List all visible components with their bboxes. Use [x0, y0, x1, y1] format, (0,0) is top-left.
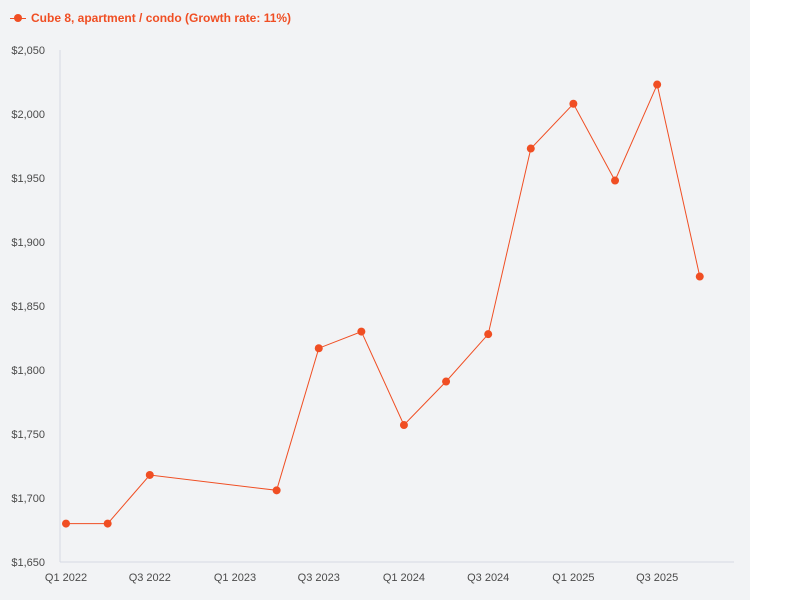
y-tick-label: $1,650: [11, 557, 45, 569]
chart-panel: $1,650 $1,700 $1,750 $1,800 $1,850 $1,900 $1,9…: [0, 0, 750, 600]
data-point[interactable]: [62, 519, 70, 528]
data-point[interactable]: [695, 272, 704, 281]
x-tick-label: Q1 2023: [214, 572, 256, 584]
x-tick-label: Q3 2023: [298, 572, 340, 584]
data-point[interactable]: [399, 421, 408, 430]
y-tick-label: $2,050: [11, 45, 45, 57]
data-point[interactable]: [653, 80, 662, 89]
line-chart: $1,650 $1,700 $1,750 $1,800 $1,850 $1,900 $1,9…: [11, 45, 734, 584]
y-tick-label: $1,850: [11, 301, 45, 313]
line-dot-marker-icon: [10, 13, 26, 23]
y-tick-label: $1,900: [11, 237, 45, 249]
data-point[interactable]: [314, 344, 323, 353]
x-tick-label: Q3 2025: [636, 572, 678, 584]
data-point[interactable]: [272, 486, 281, 495]
y-tick-label: $1,950: [11, 173, 45, 185]
x-tick-label: Q1 2022: [45, 572, 87, 584]
x-tick-label: Q1 2024: [383, 572, 425, 584]
data-point[interactable]: [103, 519, 112, 528]
series-line: [66, 82, 701, 525]
x-tick-label: Q1 2025: [552, 572, 594, 584]
data-point[interactable]: [442, 377, 451, 386]
y-tick-label: $1,750: [11, 429, 45, 441]
y-tick-label: $1,700: [11, 493, 45, 505]
y-tick-label: $2,000: [11, 109, 45, 121]
data-point[interactable]: [145, 470, 154, 479]
y-tick-label: $1,800: [11, 365, 45, 377]
legend-label: Cube 8, apartment / condo (Growth rate: …: [31, 11, 292, 25]
x-tick-label: Q3 2024: [467, 572, 509, 584]
legend-dot: [14, 14, 22, 22]
data-point[interactable]: [484, 330, 493, 339]
data-point[interactable]: [526, 144, 535, 153]
data-point[interactable]: [357, 327, 366, 336]
data-point[interactable]: [569, 99, 578, 108]
x-tick-label: Q3 2022: [129, 572, 171, 584]
data-point[interactable]: [611, 176, 620, 185]
legend-item[interactable]: Cube 8, apartment / condo (Growth rate: …: [10, 10, 291, 26]
